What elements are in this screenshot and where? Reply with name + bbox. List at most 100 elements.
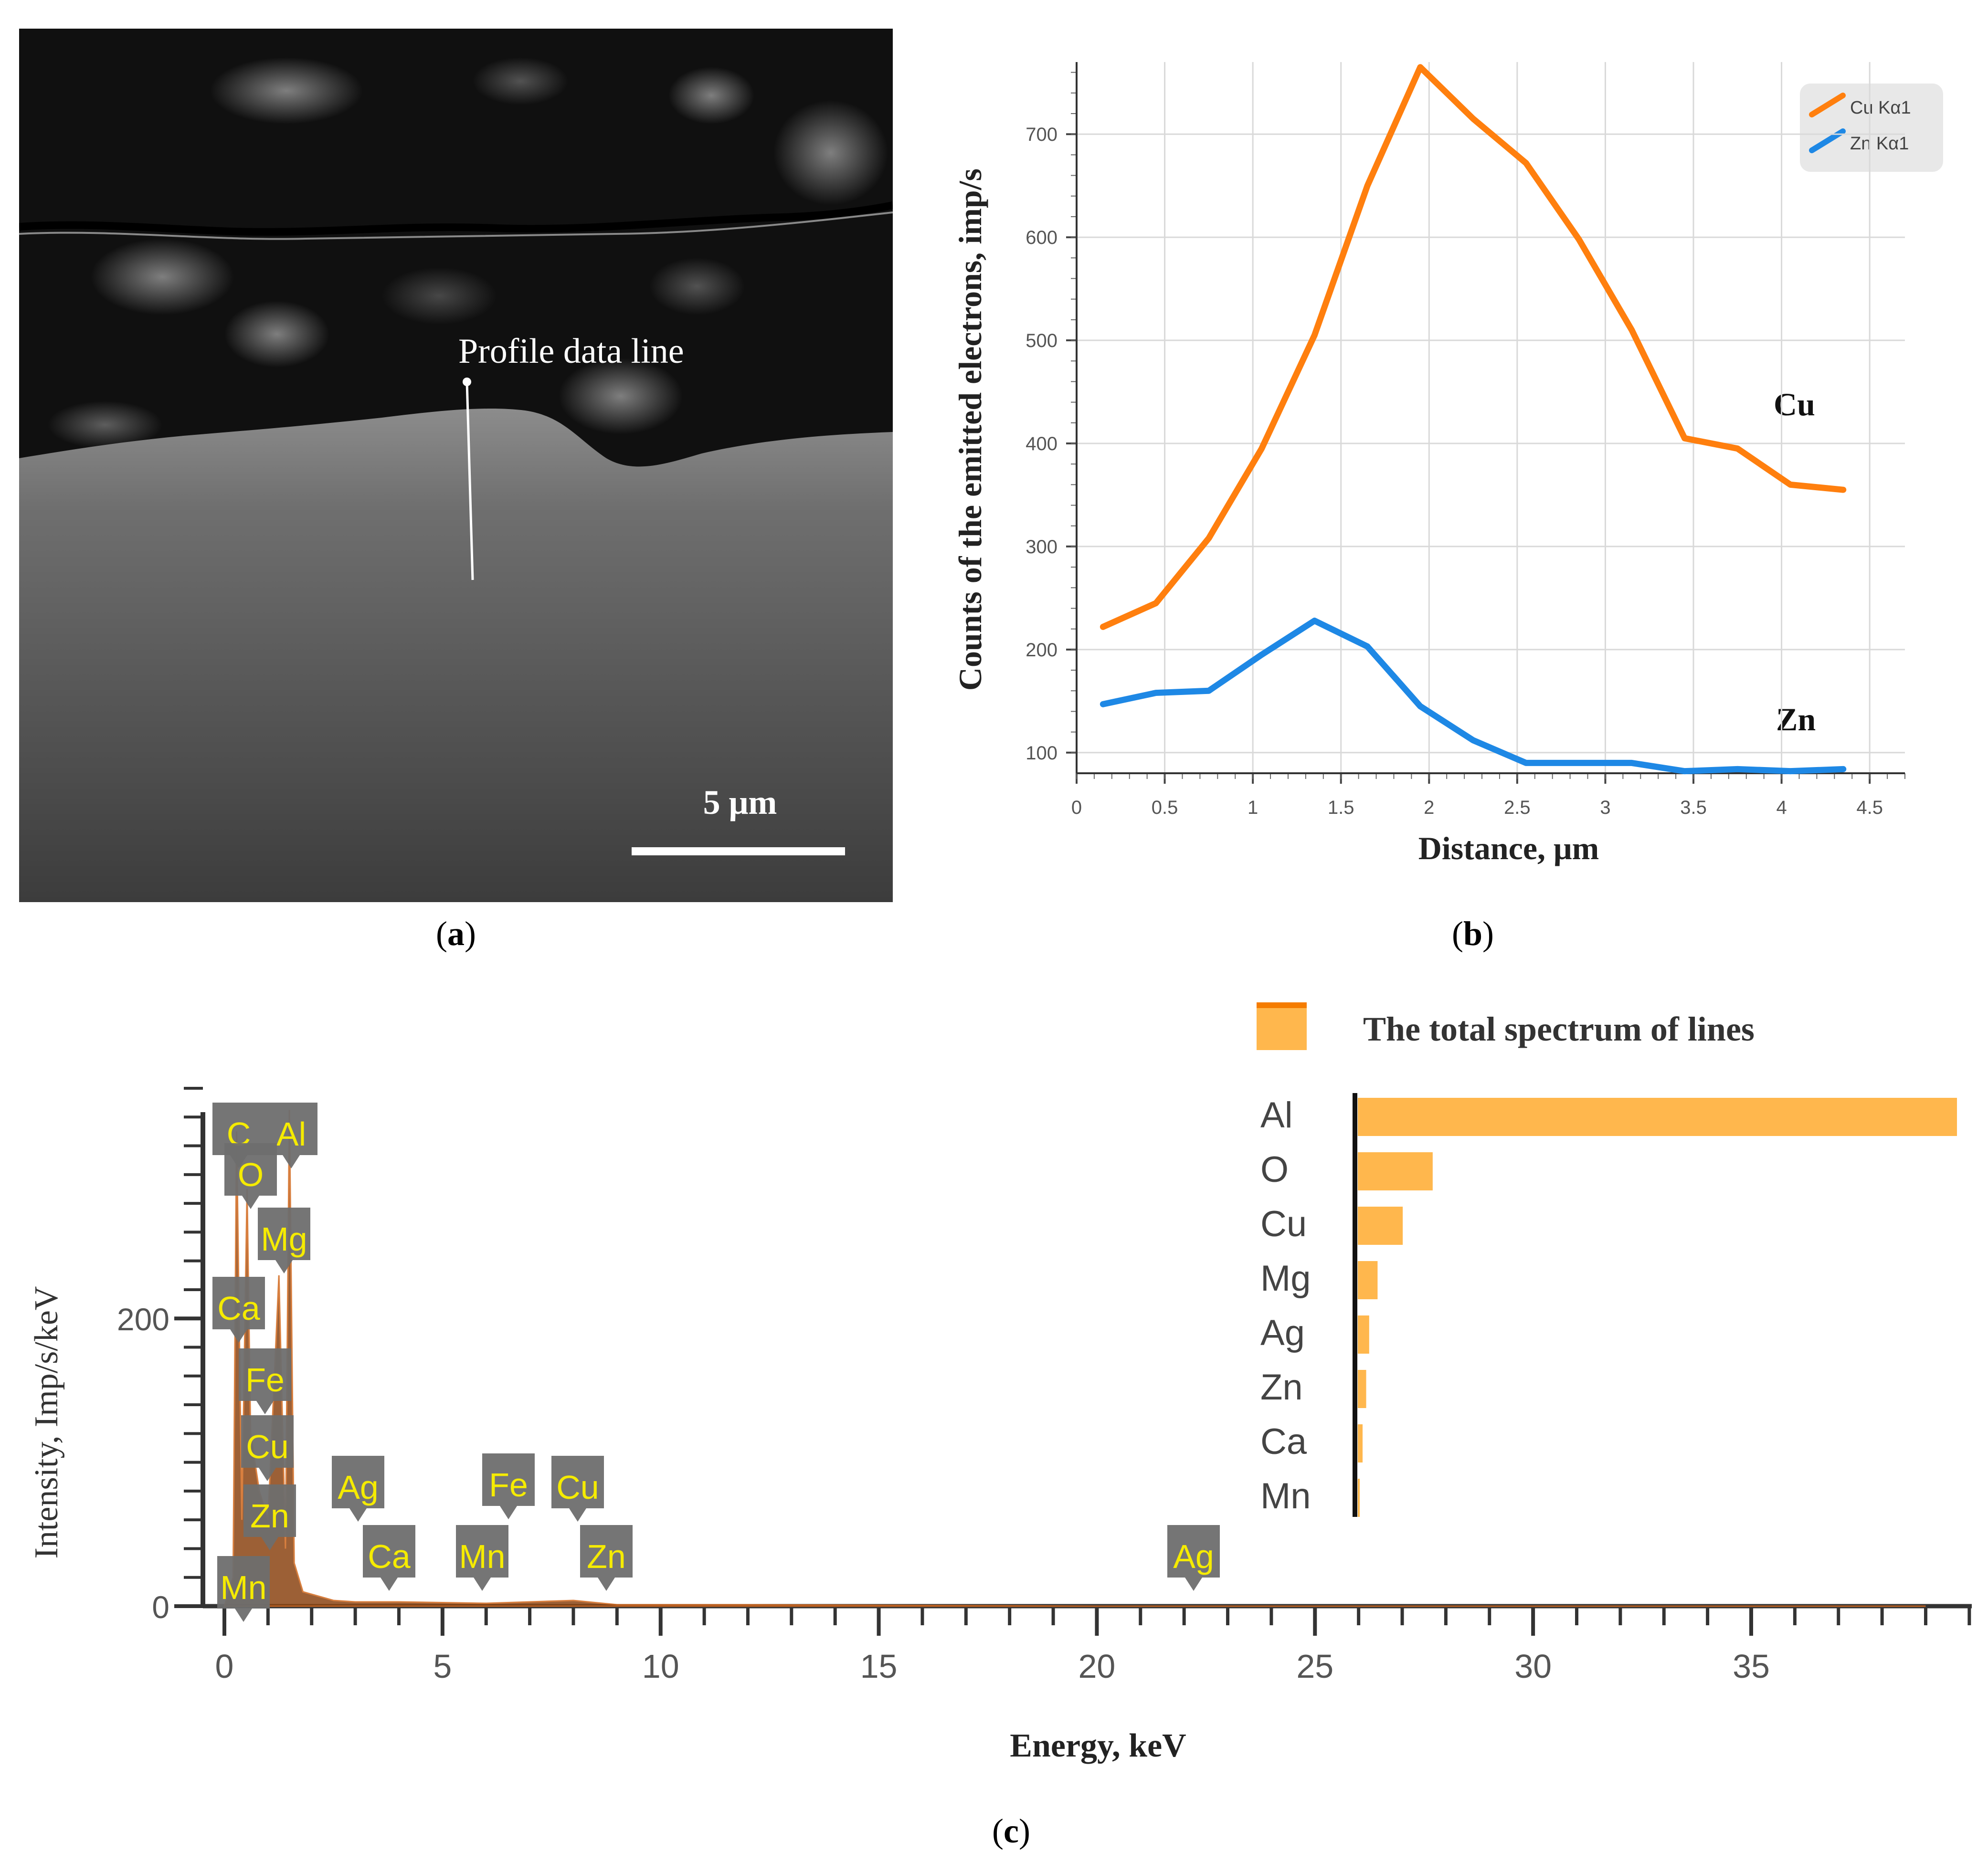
sem-feature — [48, 401, 162, 449]
x-tick-label: 2 — [1424, 797, 1434, 818]
bar-category-label: O — [1260, 1149, 1289, 1190]
y-tick-label: 400 — [1026, 433, 1057, 454]
y-axis-label: Counts of the emitted electrons, imp/s — [952, 168, 988, 691]
profile-label: Profile data line — [458, 332, 684, 371]
annotation-cu: Cu — [1774, 386, 1815, 422]
caption-a: (a) — [436, 915, 476, 953]
peak-label-box — [1167, 1525, 1220, 1591]
peak-label-box — [212, 1277, 265, 1343]
y-axis-label: Intensity, Imp/s/keV — [28, 1286, 65, 1559]
profile-line — [465, 381, 474, 580]
x-tick-label: 20 — [1078, 1648, 1115, 1685]
substrate — [19, 408, 893, 903]
sem-feature — [473, 57, 568, 105]
crack-edge — [19, 211, 893, 240]
peak-label-text: Zn — [250, 1497, 289, 1535]
peak-label-box — [332, 1456, 384, 1522]
peak-label-box — [265, 1103, 317, 1168]
sem-feature — [382, 267, 497, 325]
sem-feature — [773, 100, 888, 205]
crack — [19, 201, 894, 236]
x-tick-label: 1 — [1248, 797, 1258, 818]
bar — [1358, 1098, 1957, 1136]
peak-label: Ag — [332, 1456, 384, 1522]
legend: Cu Kα1 Zn Kα1 — [1800, 84, 1943, 172]
legend-swatch-cu — [1809, 93, 1846, 117]
caption-c: (c) — [992, 1812, 1030, 1850]
cu-series-line — [1100, 64, 1847, 630]
peak-label: Zn — [243, 1484, 296, 1550]
legend-box — [1800, 84, 1943, 172]
peak-label: Ag — [1167, 1525, 1220, 1591]
panel-a: Profile data line 5 μm — [19, 29, 894, 903]
bar-category-label: Cu — [1260, 1204, 1307, 1244]
peak-label-text: Mn — [459, 1538, 505, 1575]
peak-label-text: Ca — [217, 1290, 260, 1327]
peak-label-box — [217, 1556, 270, 1622]
x-tick-label: 1.5 — [1328, 797, 1354, 818]
legend-title: The total spectrum of lines — [1363, 1010, 1755, 1048]
bar — [1358, 1370, 1366, 1408]
x-tick-label: 0.5 — [1152, 797, 1178, 818]
x-tick-label: 35 — [1733, 1648, 1770, 1685]
peak-label: Cu — [241, 1415, 294, 1481]
peak-label: Zn — [580, 1525, 633, 1591]
x-tick-label: 4.5 — [1856, 797, 1883, 818]
bar-category-label: Zn — [1260, 1367, 1303, 1408]
peak-label-box — [224, 1143, 277, 1209]
spectrum-area — [223, 1110, 1926, 1607]
legend-swatch-top — [1257, 1002, 1307, 1008]
sem-feature — [91, 239, 234, 315]
y-tick-label: 600 — [1026, 227, 1057, 248]
peak-label: Ca — [363, 1525, 415, 1591]
bar-category-label: Al — [1260, 1095, 1293, 1136]
sem-feature — [224, 301, 329, 368]
x-tick-label: 30 — [1514, 1648, 1552, 1685]
peak-label: Cu — [551, 1456, 604, 1522]
peak-label-text: Mg — [261, 1220, 307, 1258]
y-tick-label: 200 — [117, 1302, 169, 1337]
bar — [1358, 1424, 1363, 1462]
peak-label-text: Fe — [245, 1361, 285, 1399]
x-tick-label: 15 — [860, 1648, 898, 1685]
x-axis-label: Energy, keV — [1010, 1727, 1186, 1764]
peak-label-text: O — [238, 1156, 264, 1193]
bar — [1358, 1479, 1360, 1517]
peak-label-text: Fe — [489, 1466, 528, 1504]
x-tick-label: 10 — [642, 1648, 679, 1685]
peak-label-text: Al — [276, 1115, 306, 1153]
peak-label-text: Ca — [368, 1538, 411, 1575]
peak-label: Al — [265, 1103, 317, 1168]
peak-label: Ca — [212, 1277, 265, 1343]
bar — [1358, 1207, 1403, 1245]
x-tick-label: 0 — [215, 1648, 234, 1685]
bar-category-label: Mg — [1260, 1258, 1311, 1299]
sem-feature — [559, 358, 683, 434]
bar-category-label: Ca — [1260, 1421, 1307, 1462]
bar-category-label: Mn — [1260, 1476, 1311, 1516]
y-tick-label: 200 — [1026, 640, 1057, 661]
peak-label-box — [258, 1208, 310, 1273]
sem-feature — [668, 67, 754, 124]
peak-label-text: Ag — [338, 1469, 379, 1506]
annotation-zn: Zn — [1776, 701, 1816, 737]
peak-label-text: Cu — [556, 1469, 599, 1506]
peak-label-box — [243, 1484, 296, 1550]
peak-label: Fe — [239, 1348, 291, 1414]
peak-label-box — [551, 1456, 604, 1522]
y-tick-label: 100 — [1026, 743, 1057, 764]
legend-swatch — [1257, 1002, 1307, 1050]
sem-feature — [649, 258, 745, 315]
peak-label-box — [239, 1348, 291, 1414]
bar-category-label: Ag — [1260, 1313, 1305, 1353]
legend-label-cu: Cu Kα1 — [1850, 98, 1911, 118]
peak-label: Mn — [217, 1556, 270, 1622]
peak-label-box — [482, 1453, 535, 1519]
scale-bar — [632, 847, 845, 855]
x-tick-label: 0 — [1071, 797, 1082, 818]
x-tick-label: 4 — [1776, 797, 1787, 818]
x-tick-label: 25 — [1296, 1648, 1333, 1685]
panel-b: Counts of the emitted electrons, imp/s D… — [936, 29, 1986, 936]
sem-feature — [210, 57, 363, 124]
peak-label-text: Ag — [1173, 1538, 1214, 1575]
